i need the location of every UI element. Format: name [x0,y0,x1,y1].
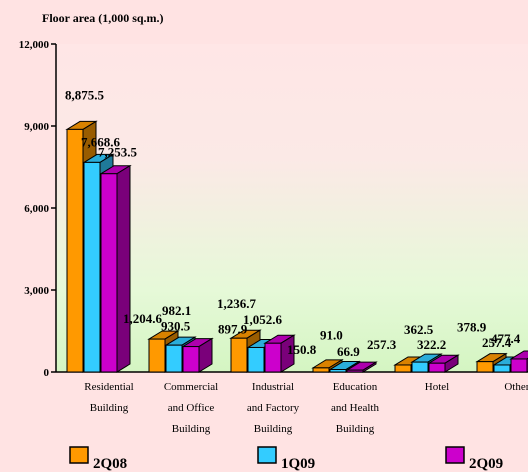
axes: 0 3,000 6,000 9,000 12,000 [19,39,528,379]
data-label: 257.3 [367,337,397,352]
y-tick-label: 3,000 [24,285,49,297]
category-label: and Office [168,402,215,414]
category-label: Building [336,423,375,435]
data-label: 1,204.6 [123,311,163,326]
category-label: Building [254,423,293,435]
category-label: and Factory [247,402,300,414]
data-label: 257.4 [482,335,512,350]
category-label: Hotel [425,381,449,393]
data-label: 8,875.5 [65,87,105,102]
data-label: 1,236.7 [217,296,257,311]
category-label: Building [172,423,211,435]
legend-item-2Q09: 2Q09 [445,446,503,472]
y-axis-label: Floor area (1,000 sq.m.) [42,11,164,25]
bar-2Q09-0 [99,164,132,373]
category-label: Building [90,402,129,414]
category-labels-group: Residential Building Commercial and Office B… [84,381,528,435]
bars-group [65,120,528,373]
legend-item-2Q08: 2Q08 [69,446,127,472]
data-label: 322.2 [417,337,446,352]
legend-label: 2Q09 [469,456,503,472]
bar-2Q09-1 [181,337,214,373]
category-label: Industrial [252,381,294,393]
bar-2Q09-5 [509,350,528,373]
legend-swatch [69,446,89,464]
legend-item-1Q09: 1Q09 [257,446,315,472]
y-tick-label: 0 [44,367,50,379]
bar-2Q09-4 [427,354,460,373]
data-label: 897.9 [218,321,248,336]
legend-swatch [257,446,277,464]
legend-label: 2Q08 [93,456,127,472]
plot-area-background [56,44,528,372]
data-label: 930.5 [161,319,191,334]
y-tick-label: 12,000 [19,39,50,51]
category-label: Residential [84,381,134,393]
legend-swatch [445,446,465,464]
data-label: 378.9 [457,320,487,335]
data-label: 362.5 [404,322,434,337]
category-label: Education [333,381,378,393]
data-label: 477.4 [491,331,521,346]
data-label: 1,052.6 [243,312,283,327]
data-label: 7,668.6 [81,134,121,149]
data-label: 150.8 [287,342,317,357]
legend-label: 1Q09 [281,456,315,472]
category-label: Others [504,381,528,393]
data-label: 7,253.5 [98,145,138,160]
category-label: and Health [331,402,379,414]
data-label: 66.9 [337,344,360,359]
data-label: 982.1 [162,303,191,318]
category-label: Commercial [164,381,218,393]
bar-2Q09-2 [263,334,296,373]
bar-2Q09-3 [345,361,378,373]
legend: 2Q08 1Q09 2Q09 [69,446,503,472]
y-tick-label: 9,000 [24,121,49,133]
data-label: 91.0 [320,328,343,343]
y-tick-label: 6,000 [24,203,49,215]
